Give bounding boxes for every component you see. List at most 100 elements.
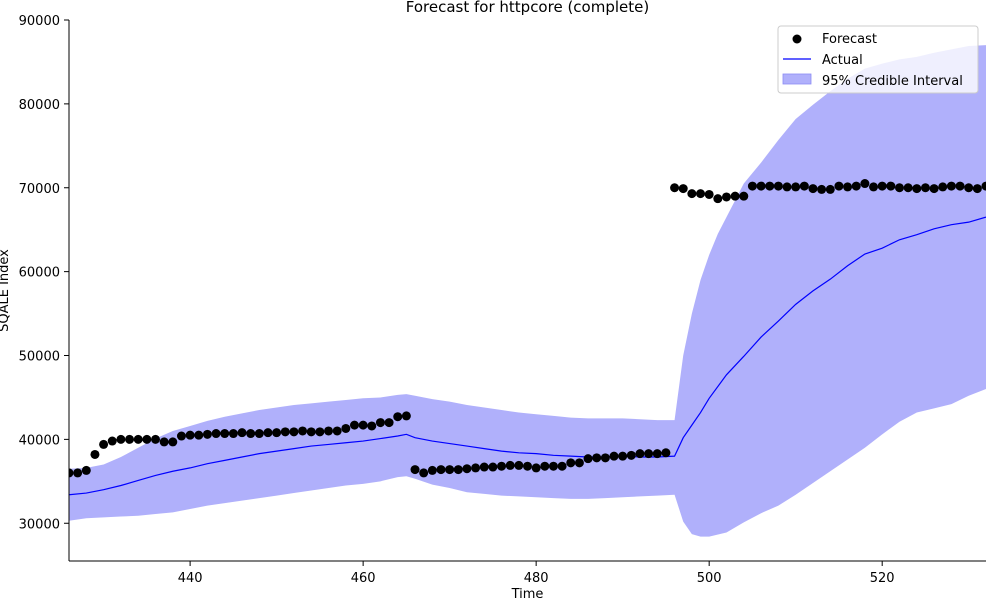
forecast-point — [202, 429, 212, 439]
y-tick-label: 40000 — [19, 433, 60, 448]
forecast-point — [427, 465, 437, 475]
forecast-point — [851, 181, 861, 191]
forecast-point — [843, 182, 853, 192]
forecast-point — [600, 453, 610, 463]
forecast-point — [678, 184, 688, 194]
forecast-point — [765, 181, 775, 191]
forecast-point — [73, 468, 83, 478]
forecast-point — [176, 431, 186, 441]
forecast-point — [834, 181, 844, 191]
credible-interval-band — [69, 45, 986, 537]
x-tick-label: 520 — [870, 571, 895, 586]
forecast-point — [756, 181, 766, 191]
forecast-point — [289, 427, 299, 437]
forecast-point — [358, 420, 368, 430]
legend-box — [777, 25, 979, 94]
legend: Forecast Actual 95% Credible Interval — [777, 25, 979, 94]
forecast-point — [159, 437, 169, 447]
forecast-point — [869, 182, 879, 192]
forecast-point — [687, 189, 697, 199]
forecast-point — [791, 182, 801, 192]
forecast-point — [825, 184, 835, 194]
forecast-point — [228, 429, 238, 439]
y-tick-label: 70000 — [19, 182, 60, 197]
forecast-point — [955, 181, 965, 191]
forecast-point — [964, 183, 974, 193]
forecast-point — [90, 449, 100, 459]
forecast-point — [211, 429, 221, 439]
forecast-point — [566, 458, 576, 468]
x-tick-label: 500 — [697, 571, 722, 586]
forecast-point — [471, 463, 481, 473]
forecast-point — [739, 191, 749, 201]
actual-line — [69, 216, 986, 496]
forecast-point — [272, 428, 282, 438]
forecast-point — [142, 434, 152, 444]
forecast-point — [151, 434, 161, 444]
forecast-point — [401, 411, 411, 421]
forecast-point — [548, 461, 558, 471]
forecast-point — [384, 418, 394, 428]
actual-line-layer — [69, 216, 986, 496]
forecast-point — [713, 194, 723, 204]
forecast-point — [445, 465, 455, 475]
forecast-point — [69, 468, 74, 478]
x-tick-label: 460 — [351, 571, 376, 586]
forecast-point — [488, 462, 498, 472]
forecast-point — [341, 423, 351, 433]
x-tick-label: 480 — [524, 571, 549, 586]
forecast-points-layer — [69, 179, 986, 478]
forecast-point — [349, 420, 359, 430]
forecast-point — [946, 181, 956, 191]
forecast-point — [393, 412, 403, 422]
chart-title: Forecast for httpcore (complete) — [406, 0, 649, 16]
forecast-point — [644, 449, 654, 459]
forecast-point — [817, 184, 827, 194]
forecast-point — [747, 181, 757, 191]
y-tick-label: 80000 — [19, 98, 60, 113]
forecast-point — [505, 460, 515, 470]
forecast-point — [99, 439, 109, 449]
forecast-point — [696, 189, 706, 199]
forecast-point — [514, 460, 524, 470]
forecast-point — [324, 426, 334, 436]
forecast-point — [592, 453, 602, 463]
forecast-point — [332, 426, 342, 436]
forecast-point — [168, 437, 178, 447]
forecast-point — [609, 451, 619, 461]
forecast-point — [773, 181, 783, 191]
forecast-point — [782, 182, 792, 192]
forecast-point — [306, 427, 316, 437]
legend-credible-interval-label: 95% Credible Interval — [822, 74, 963, 89]
forecast-point — [903, 183, 913, 193]
forecast-point — [280, 427, 290, 437]
forecast-point — [938, 182, 948, 192]
y-ticks: 30000 40000 50000 60000 70000 80000 90000 — [19, 14, 69, 532]
legend-credible-interval-patch — [782, 73, 812, 85]
y-tick-label: 90000 — [19, 14, 60, 29]
forecast-point — [531, 463, 541, 473]
forecast-point — [618, 451, 628, 461]
forecast-point — [972, 184, 982, 194]
forecast-point — [583, 454, 593, 464]
forecast-point — [220, 429, 230, 439]
forecast-point — [410, 465, 420, 475]
forecast-point — [263, 428, 273, 438]
forecast-point — [462, 464, 472, 474]
forecast-point — [661, 448, 671, 458]
y-tick-label: 50000 — [19, 350, 60, 365]
forecast-point — [574, 458, 584, 468]
forecast-point — [133, 434, 143, 444]
forecast-point — [298, 426, 308, 436]
forecast-point — [185, 430, 195, 440]
forecast-point — [652, 449, 662, 459]
forecast-point — [367, 421, 377, 431]
forecast-point — [912, 184, 922, 194]
forecast-point — [877, 181, 887, 191]
forecast-point — [246, 429, 256, 439]
y-tick-label: 60000 — [19, 266, 60, 281]
forecast-point — [237, 428, 247, 438]
forecast-point — [81, 465, 91, 475]
x-tick-label: 440 — [178, 571, 203, 586]
credible-interval-band-layer — [69, 45, 986, 537]
